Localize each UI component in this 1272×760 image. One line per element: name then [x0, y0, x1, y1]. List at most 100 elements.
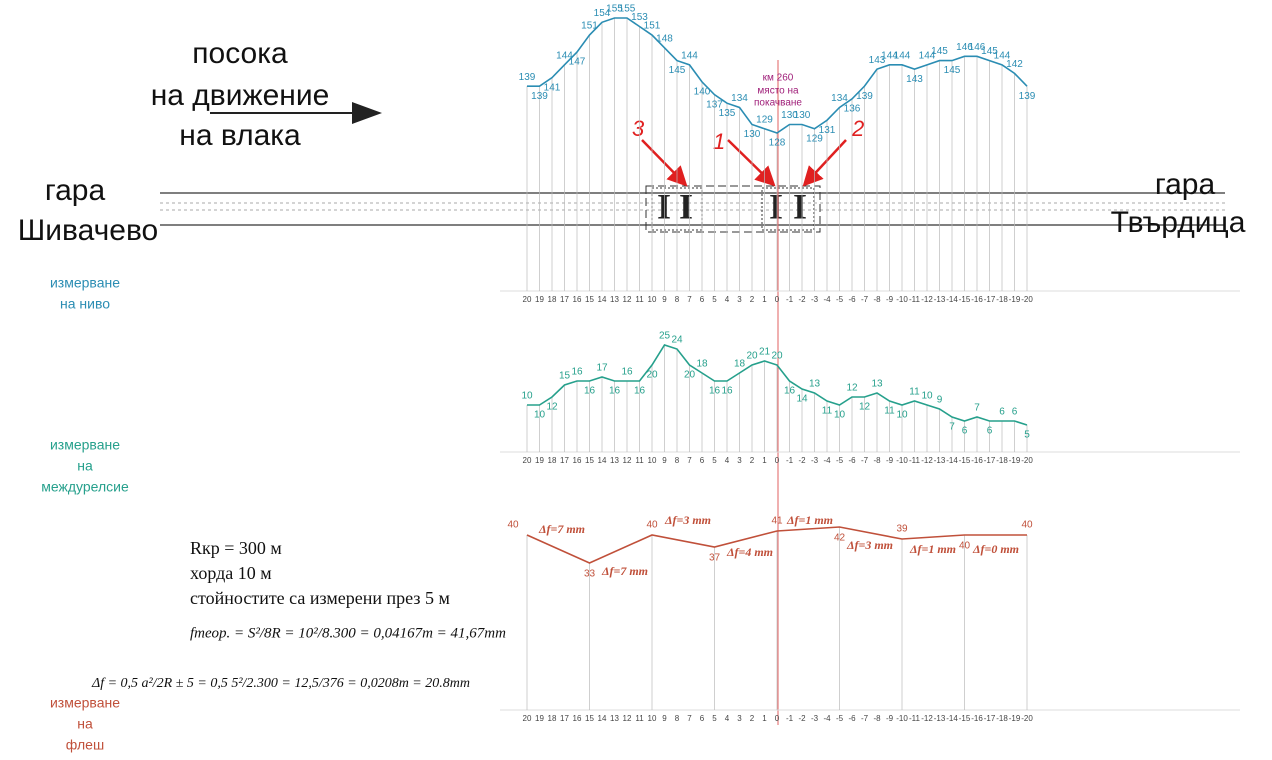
- value-label: 25: [659, 331, 671, 342]
- value-label: 130: [794, 110, 811, 121]
- marker-label: 3: [632, 116, 645, 141]
- position-label: -16: [971, 456, 983, 465]
- value-label: 139: [531, 91, 548, 102]
- value-label: 11: [909, 387, 920, 398]
- station: гара: [45, 174, 106, 207]
- position-label: 9: [662, 714, 667, 723]
- value-label: 144: [881, 51, 898, 62]
- value-label: 6: [999, 407, 1005, 418]
- value-label: 12: [859, 402, 871, 413]
- position-label: 13: [610, 295, 619, 304]
- position-label: -15: [959, 456, 971, 465]
- value-label: 136: [844, 104, 861, 115]
- svg-text:I: I: [679, 186, 693, 226]
- position-label: 18: [548, 714, 557, 723]
- position-label: 15: [585, 714, 594, 723]
- value-label: 16: [571, 367, 583, 378]
- position-label: -17: [984, 456, 996, 465]
- position-label: 7: [687, 456, 692, 465]
- value-label: 37: [709, 553, 721, 564]
- position-label: 20: [523, 714, 532, 723]
- value-label: 14: [796, 394, 808, 405]
- svg-text:I: I: [793, 186, 807, 226]
- position-label: -16: [971, 295, 983, 304]
- position-label: 16: [573, 456, 582, 465]
- direction: на движение: [151, 79, 330, 112]
- position-label: -2: [798, 456, 806, 465]
- position-label: 2: [750, 295, 755, 304]
- position-label: -9: [886, 295, 894, 304]
- value-label: 155: [606, 4, 623, 15]
- value-label: 139: [1019, 91, 1036, 102]
- position-label: 4: [725, 295, 730, 304]
- position-label: 15: [585, 295, 594, 304]
- value-label: 154: [594, 8, 611, 19]
- position-label: -9: [886, 714, 894, 723]
- value-label: 151: [581, 21, 598, 32]
- position-label: 19: [535, 295, 544, 304]
- value-label: 139: [519, 72, 536, 83]
- value-label: 143: [906, 74, 923, 85]
- position-label: 6: [700, 456, 705, 465]
- position-label: 12: [623, 456, 632, 465]
- position-label: -10: [896, 456, 908, 465]
- position-label: -6: [848, 714, 856, 723]
- formula: хорда 10 м: [190, 563, 272, 583]
- position-label: -2: [798, 295, 806, 304]
- position-label: 17: [560, 714, 569, 723]
- position-label: -18: [996, 456, 1008, 465]
- position-label: 9: [662, 456, 667, 465]
- section-label: на ниво: [60, 296, 110, 312]
- value-label: 16: [784, 386, 796, 397]
- value-label: 40: [1021, 520, 1033, 531]
- position-label: 0: [775, 295, 780, 304]
- value-label: 144: [894, 51, 911, 62]
- value-label: 10: [534, 410, 546, 421]
- delta-label: Δf=0 mm: [972, 542, 1019, 556]
- position-label: -11: [909, 714, 921, 723]
- value-label: 41: [771, 516, 783, 527]
- value-label: 12: [846, 383, 858, 394]
- position-label: -20: [1021, 456, 1033, 465]
- value-label: 6: [1012, 407, 1018, 418]
- value-label: 40: [646, 520, 658, 531]
- position-label: 4: [725, 456, 730, 465]
- position-label: -12: [921, 714, 933, 723]
- position-label: 1: [762, 295, 767, 304]
- value-label: 135: [719, 108, 736, 119]
- position-label: -16: [971, 714, 983, 723]
- position-label: -6: [848, 295, 856, 304]
- position-label: 9: [662, 295, 667, 304]
- position-label: 4: [725, 714, 730, 723]
- position-label: -7: [861, 456, 869, 465]
- position-label: -3: [811, 456, 819, 465]
- position-label: -11: [909, 295, 921, 304]
- value-label: 5: [1024, 430, 1030, 441]
- position-label: 14: [598, 714, 607, 723]
- value-label: 13: [871, 379, 883, 390]
- position-label: -19: [1009, 295, 1021, 304]
- position-label: 14: [598, 295, 607, 304]
- value-label: 145: [981, 46, 998, 57]
- station: Твърдица: [1111, 206, 1246, 239]
- position-label: -13: [934, 456, 946, 465]
- value-label: 145: [944, 65, 961, 76]
- position-label: 11: [635, 456, 644, 465]
- position-label: -19: [1009, 714, 1021, 723]
- formula: Δf = 0,5 a²/2R ± 5 = 0,5 5²/2.300 = 12,5…: [91, 676, 470, 691]
- position-label: 7: [687, 295, 692, 304]
- position-label: -18: [996, 714, 1008, 723]
- position-label: -14: [946, 456, 958, 465]
- value-label: 11: [884, 406, 895, 417]
- direction: посока: [192, 37, 288, 70]
- section-label: измерване: [50, 695, 120, 711]
- position-label: -4: [823, 714, 831, 723]
- position-label: -3: [811, 714, 819, 723]
- position-label: -9: [886, 456, 894, 465]
- position-label: -5: [836, 456, 844, 465]
- delta-label: Δf=7 mm: [601, 564, 648, 578]
- delta-label: Δf=3 mm: [664, 513, 711, 527]
- position-label: -19: [1009, 456, 1021, 465]
